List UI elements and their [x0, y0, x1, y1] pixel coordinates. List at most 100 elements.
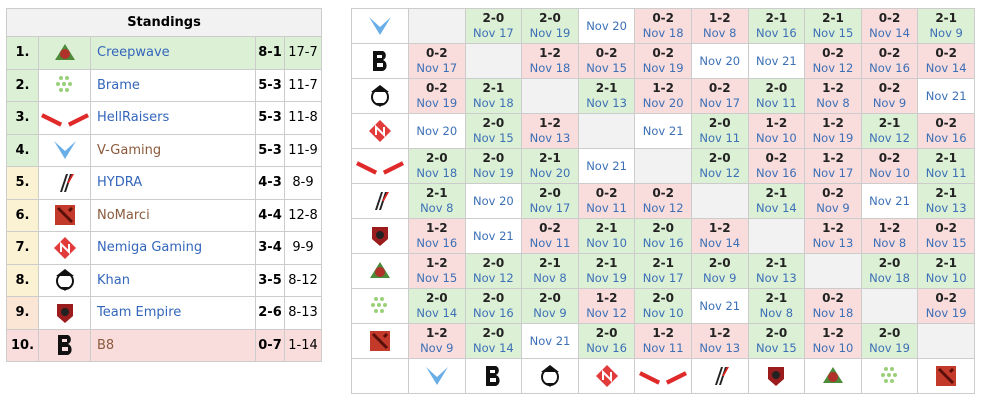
match-date: Nov 9: [703, 271, 737, 285]
team-name[interactable]: Team Empire: [90, 296, 256, 330]
team-logo: [933, 363, 959, 389]
game-score: 17-7: [283, 36, 323, 70]
match-cell: 1-2 Nov 13: [690, 323, 749, 359]
match-score: 0-2: [595, 186, 618, 200]
match-date: Nov 16: [755, 26, 797, 40]
match-cell: 2-0 Nov 16: [464, 288, 523, 324]
team-name[interactable]: V-Gaming: [90, 133, 256, 167]
match-date: Nov 18: [416, 166, 458, 180]
game-score: 9-9: [283, 231, 323, 265]
match-score: 1-2: [765, 116, 788, 130]
match-cell: 2-0 Nov 11: [747, 78, 806, 114]
match-date: Nov 19: [586, 271, 627, 285]
match-score: 2-0: [708, 116, 731, 130]
match-score: 0-2: [878, 46, 901, 60]
team-logo: [52, 72, 78, 98]
match-date: Nov 14: [925, 61, 967, 75]
row-logo: [351, 8, 409, 44]
match-score: 2-0: [482, 11, 505, 25]
match-cell: 2-1 Nov 13: [577, 78, 636, 114]
match-score: 2-1: [765, 186, 788, 200]
rank: 10.: [6, 328, 39, 362]
match-cell: 0-2 Nov 10: [860, 148, 919, 184]
match-score: 2-6: [255, 296, 285, 330]
match-cell: 1-2 Nov 8: [690, 8, 749, 44]
match-date: Nov 11: [642, 341, 684, 355]
match-score: 2-1: [539, 256, 561, 270]
match-date: Nov 21: [642, 123, 684, 138]
team-name[interactable]: HYDRA: [90, 166, 256, 200]
match-date: Nov 9: [872, 96, 907, 110]
match-cell: Nov 21: [917, 78, 975, 114]
match-score: 2-1: [595, 81, 618, 95]
match-score: 0-2: [878, 151, 901, 165]
match-cell: 2-0 Nov 12: [464, 253, 523, 289]
match-score: 0-2: [878, 11, 901, 25]
match-cell: [408, 8, 466, 44]
team-name[interactable]: Brame: [90, 68, 256, 102]
match-score: 2-0: [708, 256, 731, 270]
team-name[interactable]: Khan: [90, 263, 256, 297]
match-score: 2-0: [652, 291, 675, 305]
team-name[interactable]: NoMarci: [90, 198, 256, 232]
team-name[interactable]: Creepwave: [90, 36, 256, 70]
match-cell: 0-2 Nov 16: [917, 113, 975, 149]
rank: 6.: [6, 198, 39, 232]
match-cell: [634, 148, 692, 184]
logo-cell: [38, 36, 91, 70]
match-cell: 2-0 Nov 9: [690, 253, 749, 289]
logo-cell: [38, 296, 91, 330]
match-score: 2-1: [935, 11, 958, 25]
match-score: 2-0: [482, 326, 505, 340]
match-date: Nov 17: [529, 201, 571, 215]
match-date: Nov 15: [812, 26, 854, 40]
team-name[interactable]: HellRaisers: [90, 101, 256, 135]
match-date: Nov 11: [755, 96, 797, 110]
match-score: 0-2: [822, 46, 844, 60]
match-score: 0-2: [878, 81, 901, 95]
match-score: 0-2: [708, 81, 731, 95]
match-cell: 2-0 Nov 18: [408, 148, 466, 184]
match-score: 5-3: [255, 68, 285, 102]
match-cell: 2-0 Nov 18: [860, 253, 919, 289]
standings-row: 2. Brame 5-3 11-7: [6, 68, 323, 102]
match-cell: 1-2 Nov 10: [747, 113, 806, 149]
match-score: 1-2: [708, 221, 731, 235]
match-cell: 2-0 Nov 12: [690, 148, 749, 184]
match-date: Nov 12: [699, 166, 741, 180]
match-cell: 2-1 Nov 20: [521, 148, 579, 184]
match-cell: 2-0 Nov 19: [464, 148, 523, 184]
match-cell: 1-2 Nov 9: [408, 323, 466, 359]
match-score: 0-2: [425, 46, 448, 60]
match-date: Nov 17: [473, 26, 514, 40]
column-logo: [521, 358, 579, 394]
match-date: Nov 10: [755, 131, 797, 145]
column-logo: [634, 358, 692, 394]
match-date: Nov 21: [755, 53, 797, 68]
column-logo: [917, 358, 975, 394]
standings-row: 1. Creepwave 8-1 17-7: [6, 36, 323, 70]
match-score: 2-0: [878, 326, 901, 340]
game-score: 8-9: [283, 166, 323, 200]
game-score: 11-8: [283, 101, 323, 135]
team-logo: [52, 235, 78, 261]
match-score: 2-1: [652, 256, 675, 270]
match-date: Nov 9: [929, 26, 963, 40]
match-date: Nov 18: [473, 96, 514, 110]
match-score: 2-0: [595, 326, 618, 340]
match-score: 0-7: [255, 328, 285, 362]
match-date: Nov 19: [642, 61, 684, 75]
match-date: Nov 12: [586, 306, 627, 320]
match-cell: 0-2 Nov 12: [634, 183, 692, 219]
match-score: 4-4: [255, 198, 285, 232]
match-cell: 1-2 Nov 18: [521, 43, 579, 79]
match-date: Nov 13: [755, 271, 797, 285]
match-cell: 2-1 Nov 9: [917, 8, 975, 44]
match-date: Nov 16: [586, 341, 627, 355]
match-score: 0-2: [935, 46, 958, 60]
team-name[interactable]: Nemiga Gaming: [90, 231, 256, 265]
match-score: 0-2: [595, 46, 618, 60]
team-logo: [367, 328, 393, 354]
team-name[interactable]: B8: [90, 328, 256, 362]
crosstable-row: 2-0 Nov 17 2-0 Nov 19 Nov 20 0-2 Nov 18 1-2 Nov …: [351, 8, 975, 44]
